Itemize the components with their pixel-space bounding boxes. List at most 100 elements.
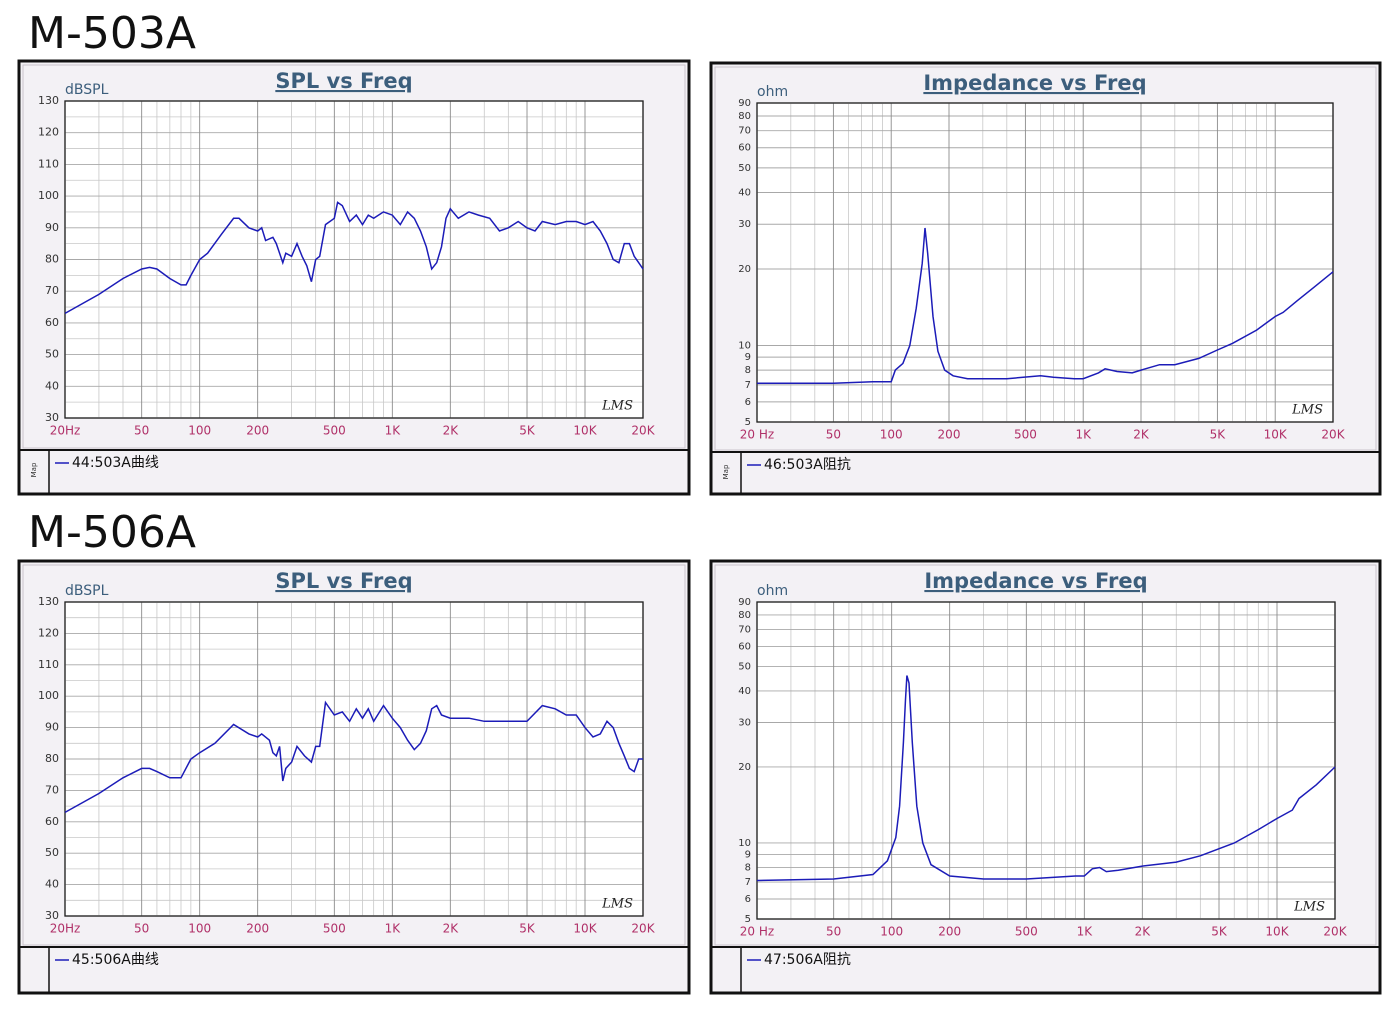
y-tick-label: 130 bbox=[38, 595, 59, 608]
y-tick-label: 60 bbox=[738, 143, 751, 154]
y-axis-label: dBSPL bbox=[65, 82, 109, 98]
y-tick-label: 40 bbox=[738, 686, 751, 697]
y-tick-label: 9 bbox=[745, 352, 751, 363]
x-tick-label: 2K bbox=[1133, 428, 1150, 442]
y-tick-label: 20 bbox=[738, 762, 751, 773]
x-tick-label: 200 bbox=[938, 428, 961, 442]
inner-frame bbox=[22, 64, 686, 449]
y-tick-label: 50 bbox=[45, 348, 59, 361]
y-tick-label: 90 bbox=[738, 98, 751, 109]
inner-frame bbox=[22, 564, 686, 946]
x-tick-label: 10K bbox=[1264, 428, 1288, 442]
legend-label: 47:506A阻抗 bbox=[764, 952, 851, 968]
x-tick-label: 5K bbox=[519, 424, 536, 438]
x-tick-label: 20 Hz bbox=[740, 428, 774, 442]
y-tick-label: 60 bbox=[738, 641, 751, 652]
x-tick-label: 2K bbox=[1135, 925, 1152, 939]
inner-frame bbox=[714, 66, 1377, 451]
y-tick-label: 50 bbox=[45, 846, 59, 859]
x-tick-label: 20K bbox=[1321, 428, 1345, 442]
chart-title: SPL vs Freq bbox=[275, 569, 412, 593]
y-tick-label: 70 bbox=[738, 126, 751, 137]
y-tick-label: 70 bbox=[45, 284, 59, 297]
y-axis-label: dBSPL bbox=[65, 583, 109, 599]
y-tick-label: 100 bbox=[38, 689, 59, 702]
x-tick-label: 2K bbox=[443, 922, 460, 936]
x-tick-label: 10K bbox=[1265, 925, 1289, 939]
x-tick-label: 200 bbox=[246, 424, 269, 438]
y-tick-label: 20 bbox=[738, 264, 751, 275]
x-tick-label: 500 bbox=[1015, 925, 1038, 939]
x-tick-label: 100 bbox=[188, 922, 211, 936]
legend-label: 46:503A阻抗 bbox=[764, 457, 851, 473]
y-tick-label: 10 bbox=[738, 340, 751, 351]
data-line bbox=[64, 700, 643, 814]
x-tick-label: 1K bbox=[385, 424, 402, 438]
y-tick-label: 7 bbox=[745, 380, 751, 391]
watermark: LMS bbox=[1291, 403, 1323, 418]
y-tick-label: 6 bbox=[745, 894, 751, 905]
x-tick-label: 10K bbox=[573, 922, 597, 936]
chart-title: SPL vs Freq bbox=[275, 69, 412, 93]
y-tick-label: 80 bbox=[738, 111, 751, 122]
x-tick-label: 5K bbox=[1211, 925, 1228, 939]
plot-area bbox=[756, 601, 1336, 920]
x-tick-label: 200 bbox=[938, 925, 961, 939]
chart: 30 40 50 60 70 80 90 100 110 120 130 20Hz 50 100 200 50… bbox=[17, 59, 691, 496]
x-tick-label: 20K bbox=[1323, 925, 1347, 939]
y-tick-label: 6 bbox=[745, 397, 751, 408]
x-tick-label: 20K bbox=[631, 424, 655, 438]
y-tick-label: 30 bbox=[738, 219, 751, 230]
plot-border bbox=[64, 100, 644, 419]
inner-frame bbox=[714, 564, 1377, 946]
y-axis-label: ohm bbox=[757, 84, 788, 100]
y-tick-label: 110 bbox=[38, 658, 59, 671]
chart-title: Impedance vs Freq bbox=[923, 71, 1146, 95]
x-tick-label: 500 bbox=[323, 424, 346, 438]
y-tick-label: 8 bbox=[745, 365, 751, 376]
x-tick-label: 10K bbox=[573, 424, 597, 438]
y-tick-label: 70 bbox=[738, 625, 751, 636]
y-tick-label: 60 bbox=[45, 316, 59, 329]
x-tick-label: 50 bbox=[826, 925, 841, 939]
y-tick-label: 5 bbox=[745, 914, 751, 925]
x-tick-label: 500 bbox=[1014, 428, 1037, 442]
section-heading: M-503A bbox=[28, 8, 196, 59]
y-tick-label: 90 bbox=[45, 721, 59, 734]
legend-label: 44:503A曲线 bbox=[72, 455, 159, 471]
plot-border bbox=[756, 102, 1334, 423]
y-tick-label: 40 bbox=[45, 878, 59, 891]
chart: 30 40 50 60 70 80 90 100 110 120 130 20Hz 50 100 200 50… bbox=[17, 559, 691, 995]
x-tick-label: 20 Hz bbox=[740, 925, 774, 939]
watermark: LMS bbox=[601, 897, 633, 912]
y-tick-label: 90 bbox=[45, 221, 59, 234]
y-tick-label: 30 bbox=[45, 909, 59, 922]
y-tick-label: 60 bbox=[45, 815, 59, 828]
x-tick-label: 50 bbox=[826, 428, 841, 442]
x-tick-label: 1K bbox=[385, 922, 402, 936]
y-tick-label: 5 bbox=[745, 417, 751, 428]
y-tick-label: 80 bbox=[738, 610, 751, 621]
watermark: LMS bbox=[1293, 900, 1325, 915]
x-tick-label: 2K bbox=[443, 424, 460, 438]
x-tick-label: 200 bbox=[246, 922, 269, 936]
y-axis-label: ohm bbox=[757, 583, 788, 599]
data-line bbox=[64, 201, 644, 315]
y-tick-label: 9 bbox=[745, 850, 751, 861]
plot-border bbox=[756, 601, 1336, 920]
x-tick-label: 20K bbox=[631, 922, 655, 936]
watermark: LMS bbox=[601, 399, 633, 414]
y-tick-label: 40 bbox=[738, 187, 751, 198]
y-tick-label: 120 bbox=[38, 126, 59, 139]
y-tick-label: 70 bbox=[45, 783, 59, 796]
data-line bbox=[756, 675, 1336, 882]
y-tick-label: 10 bbox=[738, 838, 751, 849]
x-tick-label: 20Hz bbox=[50, 424, 81, 438]
y-tick-label: 80 bbox=[45, 752, 59, 765]
legend-tag: Map bbox=[30, 462, 38, 477]
y-tick-label: 100 bbox=[38, 189, 59, 202]
x-tick-label: 100 bbox=[880, 925, 903, 939]
